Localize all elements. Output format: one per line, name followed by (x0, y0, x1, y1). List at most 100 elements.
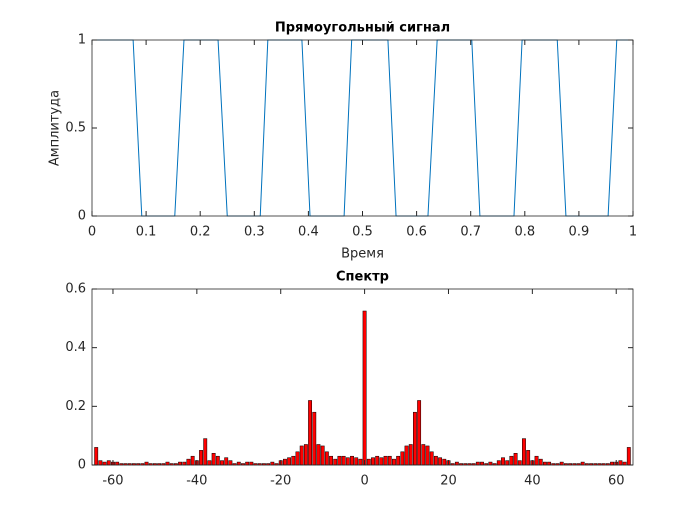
bar (517, 460, 522, 466)
bar (182, 461, 187, 466)
bar (547, 461, 552, 466)
y-tick-label: 0.2 (65, 399, 86, 414)
bar (543, 461, 547, 466)
bar (324, 451, 329, 466)
bar (345, 457, 350, 466)
x-tick-label: 0.8 (514, 225, 535, 240)
bar (215, 455, 220, 466)
x-tick-label: 0.6 (406, 225, 427, 240)
y-tick-label: 0.4 (65, 340, 86, 355)
bar (106, 460, 111, 466)
bar (358, 458, 363, 466)
x-tick-label: 0.5 (352, 225, 373, 240)
bar (375, 455, 380, 466)
bar (496, 460, 501, 466)
x-tick-label: 0.1 (136, 225, 157, 240)
bar (329, 455, 333, 466)
x-tick-label: 20 (440, 474, 457, 489)
x-tick-label: 0 (360, 474, 368, 489)
bar (165, 461, 170, 466)
x-tick-label: -60 (102, 474, 123, 489)
bar (379, 457, 384, 466)
bar (622, 461, 627, 466)
bar (408, 444, 413, 466)
bar (371, 457, 375, 466)
bar (559, 461, 564, 466)
bar (433, 455, 438, 466)
bar (501, 457, 505, 466)
bar (404, 445, 409, 466)
x-axis-label: Время (341, 247, 384, 262)
bar (509, 455, 514, 466)
bar (228, 460, 233, 466)
bar (387, 455, 392, 466)
bar (220, 460, 224, 466)
x-tick-label: 0.4 (298, 225, 319, 240)
bar (115, 461, 120, 466)
bar (308, 400, 313, 466)
bar (522, 438, 526, 466)
bar (102, 461, 107, 466)
x-tick-label: 40 (524, 474, 541, 489)
plot-area (92, 40, 633, 216)
bar (186, 458, 191, 466)
plot-area (92, 289, 633, 465)
x-tick-label: -40 (186, 474, 207, 489)
bar (580, 461, 585, 466)
bar (505, 460, 510, 466)
bar (396, 455, 401, 466)
y-axis-label: Амплитуда (48, 90, 63, 166)
bar (299, 445, 304, 466)
bar (354, 457, 359, 466)
bar (295, 451, 300, 466)
y-tick-label: 0.6 (65, 282, 86, 297)
bar (526, 450, 531, 466)
bar (94, 447, 99, 466)
bar (366, 458, 371, 466)
bar (224, 457, 229, 466)
axes-box (91, 288, 634, 466)
bar (383, 455, 388, 466)
bar (417, 400, 422, 466)
bar (303, 444, 308, 466)
bar (362, 310, 367, 466)
x-tick-label: 60 (608, 474, 625, 489)
bar (488, 461, 493, 466)
bar (282, 458, 287, 466)
bar (236, 461, 241, 466)
bar (392, 458, 396, 466)
bar (412, 411, 417, 466)
bar (203, 438, 208, 466)
bar (421, 444, 426, 466)
y-tick-label: 0 (78, 458, 86, 473)
bar (534, 455, 539, 466)
x-tick-label: -20 (270, 474, 291, 489)
bar (178, 461, 182, 466)
bar (429, 451, 434, 466)
bar (400, 451, 405, 466)
x-tick-label: 0.9 (569, 225, 590, 240)
bar (442, 458, 447, 466)
bar (438, 457, 443, 466)
y-tick-label: 0 (78, 209, 86, 224)
bar (270, 461, 275, 466)
bar (190, 455, 195, 466)
bar (350, 455, 354, 466)
bar (312, 411, 317, 466)
bar (199, 450, 203, 466)
x-tick-label: 1 (629, 225, 637, 240)
y-tick-label: 1 (78, 33, 86, 48)
bar (144, 461, 149, 466)
bar (475, 461, 480, 466)
x-tick-label: 0 (88, 225, 96, 240)
bar (333, 458, 338, 466)
bar (341, 455, 346, 466)
bar (320, 445, 325, 466)
bar (538, 458, 543, 466)
bar (287, 457, 292, 466)
bar (454, 461, 459, 466)
bar (618, 460, 623, 466)
bar (291, 455, 296, 466)
bar (207, 460, 212, 466)
